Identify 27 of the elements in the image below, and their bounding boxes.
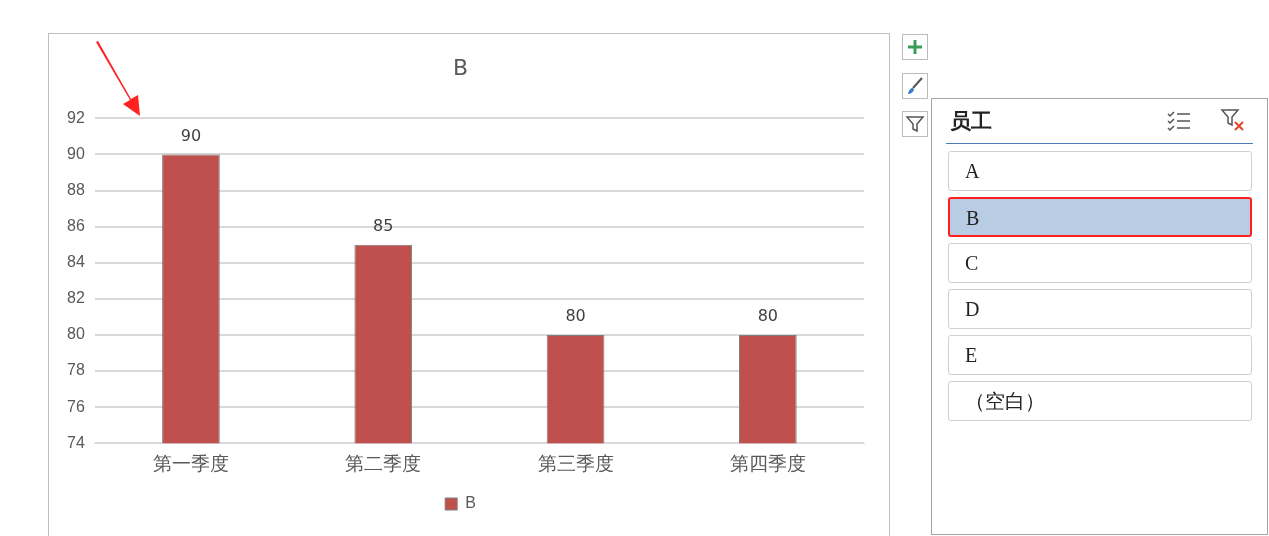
chart-title: B	[452, 54, 469, 80]
y-tick-label: 76	[67, 397, 85, 415]
data-label: 85	[373, 215, 394, 235]
category-label: D	[948, 289, 1252, 329]
y-tick-label: 90	[67, 144, 85, 162]
data-label: 90	[180, 125, 202, 145]
category-label: C	[948, 243, 1252, 283]
y-tick-label: 82	[67, 289, 85, 307]
category-label: E	[948, 335, 1252, 375]
legend-label: B	[465, 494, 476, 512]
x-tick-label: 第四季度	[729, 452, 806, 474]
data-label: 80	[757, 306, 779, 326]
category-label: B	[948, 197, 1252, 237]
x-tick-label: 第二季度	[345, 452, 422, 474]
x-tick-label: 第一季度	[152, 452, 229, 474]
y-tick-label: 86	[67, 217, 85, 235]
category-label: （空白）	[948, 381, 1252, 421]
category-label: A	[948, 151, 1252, 191]
x-tick-label: 第三季度	[537, 452, 614, 474]
text: 员工	[950, 108, 992, 135]
y-tick-label: 74	[67, 433, 85, 451]
y-tick-label: 88	[67, 180, 85, 198]
y-tick-label: 92	[67, 108, 85, 126]
data-label: 80	[565, 306, 586, 326]
y-tick-label: 84	[67, 253, 85, 271]
y-tick-label: 78	[67, 361, 85, 379]
y-tick-label: 80	[67, 325, 85, 343]
